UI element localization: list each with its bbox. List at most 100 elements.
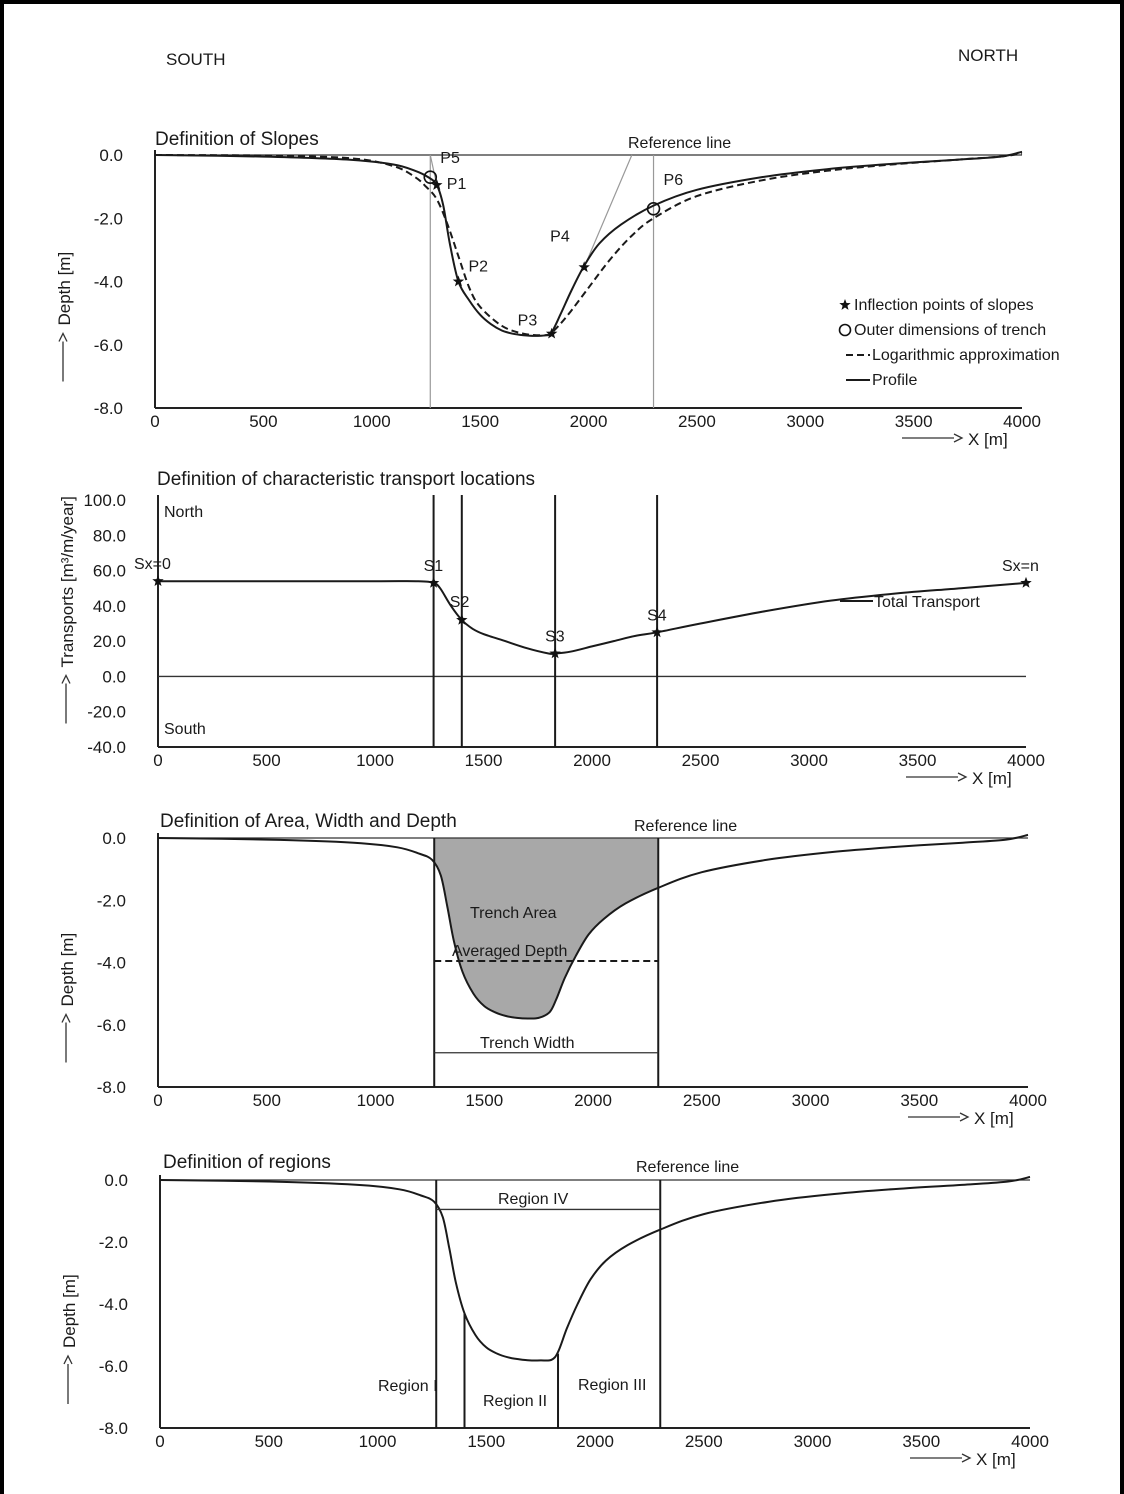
region-iii-label: Region III	[578, 1377, 646, 1394]
transport-location-label: S1	[424, 558, 444, 575]
x-axis-label: X [m]	[976, 1450, 1016, 1469]
chart-panel-2: Definition of characteristic transport l…	[58, 469, 1045, 788]
transport-location-marker	[549, 647, 561, 659]
y-label-group: Depth [m]	[60, 1274, 79, 1404]
transport-location-marker	[1020, 576, 1032, 588]
chart-title: Definition of Area, Width and Depth	[160, 811, 457, 832]
total-transport-line	[158, 580, 1027, 655]
south-label: SOUTH	[166, 50, 226, 69]
point-label: P6	[664, 172, 684, 189]
trench-area-fill	[434, 838, 659, 1019]
x-axis-label: X [m]	[972, 769, 1012, 788]
x-tick-label: 3500	[899, 751, 937, 770]
inflection-point-marker	[578, 261, 590, 273]
y-axis-label: Transports [m³/m/year]	[58, 496, 77, 667]
y-arrow-head	[63, 1354, 73, 1365]
x-tick-label: 2500	[683, 1091, 721, 1110]
x-arrow-head	[953, 433, 964, 443]
north-annotation: North	[164, 504, 203, 521]
x-tick-label: 500	[255, 1432, 283, 1451]
chart-panel-3: Definition of Area, Width and Depth 0.0 -2…	[58, 811, 1047, 1128]
y-axis-label: Depth [m]	[58, 933, 77, 1007]
legend-item-label: Logarithmic approximation	[872, 347, 1060, 364]
x-tick-label: 1000	[353, 412, 391, 431]
y-tick-label: -4.0	[97, 954, 126, 973]
transport-location-label: Sx=n	[1002, 558, 1039, 575]
reference-line-label: Reference line	[636, 1159, 739, 1176]
y-tick-label: -6.0	[99, 1357, 128, 1376]
transport-location-marker	[152, 575, 164, 586]
y-arrow-head	[61, 1013, 71, 1023]
y-tick-label: -4.0	[99, 1295, 128, 1314]
averaged-depth-label: Averaged Depth	[452, 943, 567, 960]
transport-location-label: S4	[647, 607, 667, 624]
trench-width-label: Trench Width	[480, 1035, 575, 1052]
south-annotation: South	[164, 721, 206, 738]
x-tick-label: 3000	[794, 1432, 832, 1451]
x-tick-label: 1000	[357, 1091, 395, 1110]
x-tick-label: 0	[153, 751, 162, 770]
x-tick-label: 2500	[678, 412, 716, 431]
legend-star-icon	[839, 299, 851, 310]
legend-item-label: Outer dimensions of trench	[854, 322, 1046, 339]
point-label: P1	[447, 176, 467, 193]
outer-dimension-marker	[423, 170, 438, 184]
y-tick-label: -8.0	[94, 399, 123, 418]
legend-item-label: Total Transport	[874, 594, 980, 611]
x-tick-label: 4000	[1011, 1432, 1049, 1451]
y-tick-label: 0.0	[104, 1171, 128, 1190]
y-tick-label: 60.0	[93, 562, 126, 581]
x-tick-label: 500	[249, 412, 277, 431]
y-tick-label: 80.0	[93, 526, 126, 545]
y-tick-label: -8.0	[97, 1078, 126, 1097]
y-axis-label: Depth [m]	[60, 1274, 79, 1348]
y-label-group: Transports [m³/m/year]	[58, 496, 77, 724]
chart-title: Definition of characteristic transport l…	[157, 469, 535, 490]
chart-panel-4: Definition of regions 0.0 -2.0 -4.0 -6.0 -8.0…	[60, 1152, 1049, 1469]
chart-title: Definition of regions	[163, 1152, 331, 1173]
y-tick-label: 0.0	[102, 829, 126, 848]
x-arrow-head	[957, 772, 968, 782]
point-label: P5	[440, 150, 460, 167]
x-tick-label: 1500	[467, 1432, 505, 1451]
x-tick-label: 2500	[685, 1432, 723, 1451]
x-tick-label: 3000	[792, 1091, 830, 1110]
y-tick-label: 0.0	[99, 146, 123, 165]
x-tick-label: 1500	[461, 412, 499, 431]
x-tick-label: 2000	[570, 412, 608, 431]
tangent-north	[583, 154, 633, 268]
profile-line	[157, 833, 1029, 1020]
x-tick-label: 3500	[900, 1091, 938, 1110]
y-arrow-head	[61, 674, 71, 684]
y-tick-label: -8.0	[99, 1419, 128, 1438]
x-tick-label: 2000	[576, 1432, 614, 1451]
x-tick-label: 0	[155, 1432, 164, 1451]
region-i-label: Region I	[378, 1378, 438, 1395]
y-tick-label: 40.0	[93, 597, 126, 616]
x-tick-label: 1000	[356, 751, 394, 770]
outer-dimension-marker	[646, 201, 661, 216]
y-tick-label: -4.0	[94, 273, 123, 292]
x-axis-label: X [m]	[974, 1109, 1014, 1128]
transport-location-marker	[456, 614, 468, 625]
y-tick-label: -20.0	[87, 703, 126, 722]
transport-location-marker	[651, 626, 663, 638]
x-tick-label: 0	[153, 1091, 162, 1110]
x-tick-label: 2500	[682, 751, 720, 770]
y-tick-label: -2.0	[99, 1233, 128, 1252]
inflection-point-marker	[452, 275, 465, 287]
profile-line	[154, 150, 1023, 337]
x-tick-label: 3000	[786, 412, 824, 431]
y-tick-label: 0.0	[102, 667, 126, 686]
x-tick-label: 1000	[359, 1432, 397, 1451]
chart-title: Definition of Slopes	[155, 129, 319, 150]
x-tick-label: 1500	[465, 1091, 503, 1110]
legend-circle-icon	[838, 323, 852, 337]
x-tick-label: 0	[150, 412, 159, 431]
charts-group: Definition of Slopes 0.0 -2.0 -4.0 -6.0 -8.0 0…	[55, 129, 1060, 1469]
x-tick-label: 2000	[573, 751, 611, 770]
x-arrow-head	[961, 1453, 972, 1463]
y-tick-label: -6.0	[94, 336, 123, 355]
